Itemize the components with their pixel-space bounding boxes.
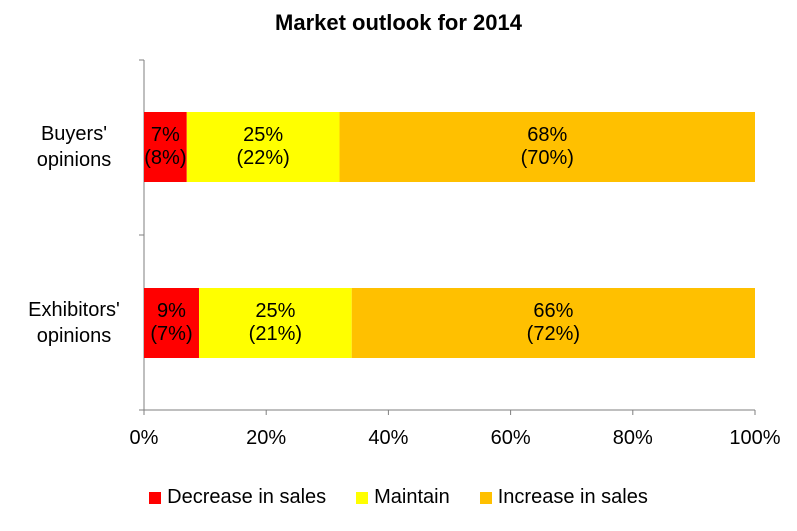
data-label: 7% (8%) [144,124,187,169]
legend-item: Increase in sales [479,486,648,509]
data-label: 68% (70%) [520,124,574,169]
legend-label: Decrease in sales [167,486,327,508]
x-tick-label: 20% [246,427,287,449]
data-label: 66% (72%) [526,300,581,345]
legend-item: Decrease in sales [149,486,326,509]
bar-segment [186,112,340,182]
bar-segment [144,288,199,358]
x-tick-label: 80% [612,427,653,449]
data-label: 25% (21%) [248,300,303,345]
legend-label: Maintain [374,486,450,508]
legend-swatch [479,491,492,504]
x-tick-label: 100% [729,427,781,449]
bar-segment [339,112,755,182]
legend: Decrease in sales Maintain Increase in sal… [0,486,797,509]
legend-item: Maintain [356,486,450,509]
data-label: 9% (7%) [150,300,193,345]
x-tick-label: 0% [129,427,159,449]
bar-segment [198,288,352,358]
category-label: Exhibitors' opinions [28,299,120,347]
bar-segment [144,112,187,182]
chart-title: Market outlook for 2014 [275,10,522,35]
x-tick-label: 40% [368,427,409,449]
legend-swatch [356,491,369,504]
data-label: 25% (22%) [236,124,290,169]
legend-swatch [149,491,162,504]
category-label: Buyers' opinions [36,123,112,171]
x-tick-label: 60% [490,427,531,449]
bar-segment [351,288,755,358]
legend-label: Increase in sales [497,486,648,508]
